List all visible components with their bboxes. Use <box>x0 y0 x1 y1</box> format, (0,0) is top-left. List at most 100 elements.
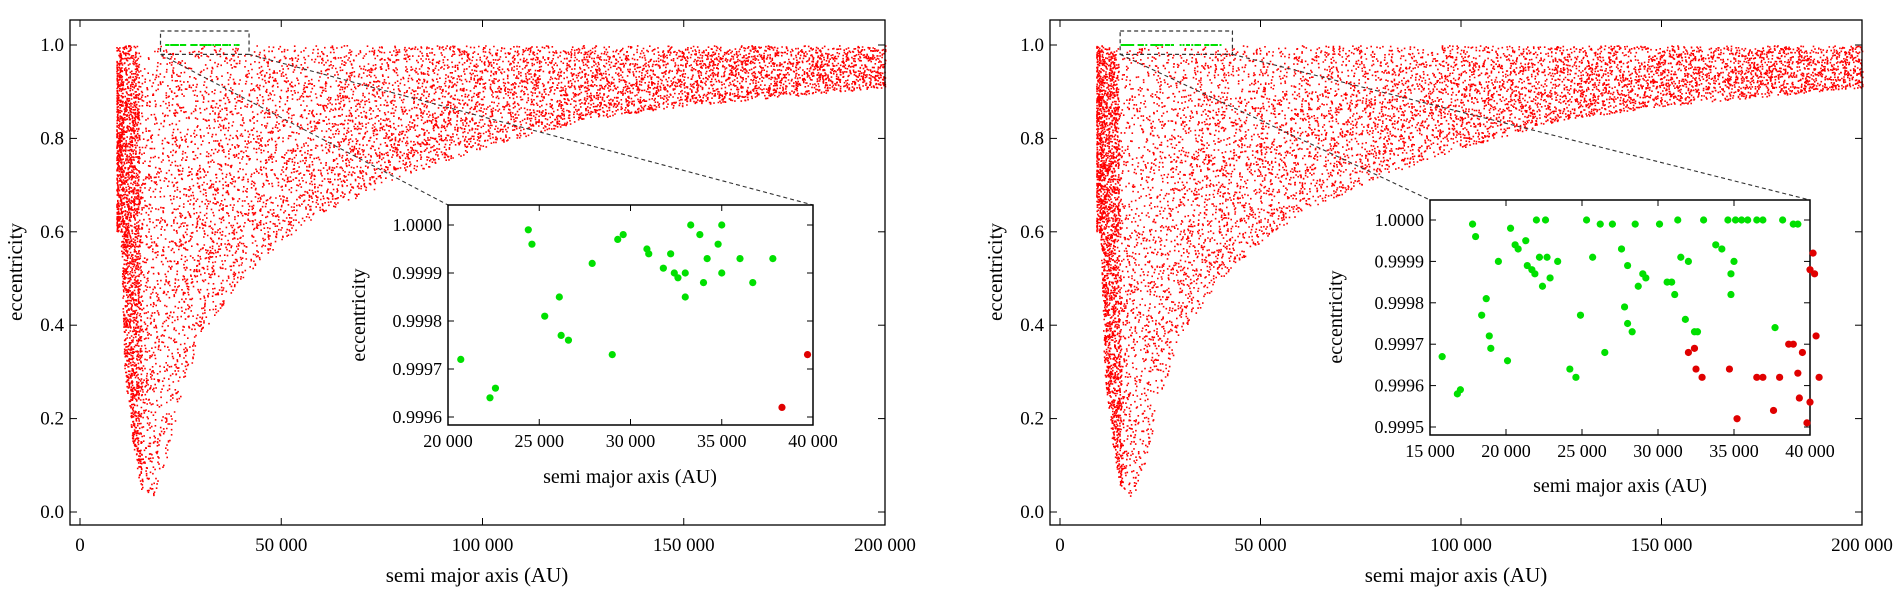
right-inset-xtick-label: 20 000 <box>1481 441 1531 461</box>
left-inset-xtick-label: 25 000 <box>515 431 565 451</box>
right-inset-point <box>1655 220 1664 228</box>
right-inset-point <box>1779 216 1787 224</box>
right-inset-point <box>1624 261 1632 270</box>
right-inset-point <box>1523 261 1531 270</box>
left-inset-point <box>491 384 500 392</box>
left-main-ytick-label: 1.0 <box>40 35 64 56</box>
right-inset-point <box>1803 419 1811 427</box>
left-inset-ytick-label: 0.9998 <box>393 311 443 331</box>
left-inset-point <box>524 226 532 234</box>
left-inset-points <box>457 221 812 411</box>
right-inset-xtick-label: 35 000 <box>1709 441 1759 461</box>
right-inset-point <box>1535 253 1544 261</box>
left-main-frame <box>69 19 886 526</box>
left-inset-ytick-label: 0.9999 <box>393 263 443 283</box>
left-panel: 0 50 000 100 000 150 000 200 000 0.0 0.2 0.4 0.6… <box>3 19 916 587</box>
right-inset-point <box>1438 353 1446 361</box>
right-inset-point <box>1620 303 1629 311</box>
left-zoom-rect <box>159 30 250 55</box>
left-inset-ticks: 20 000 25 000 30 000 35 000 40 000 0.9996 0.99… <box>393 205 838 451</box>
right-inset-ytick-label: 0.9999 <box>1375 251 1425 271</box>
left-inset-ytick-label: 1.0000 <box>393 215 443 235</box>
right-inset-point <box>1546 274 1554 282</box>
left-main-ytick-label: 0.6 <box>40 222 64 243</box>
right-inset-point <box>1815 373 1823 381</box>
left-inset-point <box>778 403 786 411</box>
right-inset-point <box>1730 257 1738 265</box>
left-inset-point <box>645 250 653 258</box>
right-inset-point <box>1628 328 1636 336</box>
right-inset-point <box>1794 369 1802 377</box>
left-inset-ytick-label: 0.9997 <box>393 359 443 379</box>
right-inset-point <box>1753 216 1761 224</box>
left-inset-point <box>555 293 563 301</box>
left-inset-point <box>674 274 682 282</box>
right-inset-point <box>1601 348 1609 357</box>
right-main-ylabel: eccentricity <box>983 223 1007 321</box>
right-inset-point <box>1674 216 1682 224</box>
right-zoom-rect <box>1119 30 1234 55</box>
left-main-green-strip <box>165 44 240 46</box>
left-main-xtick-label: 50 000 <box>255 535 307 556</box>
right-inset-point <box>1668 278 1676 286</box>
right-inset-point <box>1503 357 1512 365</box>
right-inset-point <box>1759 216 1767 224</box>
left-inset-point <box>696 231 704 239</box>
right-inset-point <box>1753 373 1761 381</box>
left-zoom-connector <box>248 53 814 206</box>
right-main-xlabel: semi major axis (AU) <box>1365 563 1548 587</box>
right-inset-point <box>1487 344 1495 352</box>
right-main-xtick-label: 50 000 <box>1234 535 1286 556</box>
right-inset-point <box>1485 332 1493 340</box>
right-main-green-strip <box>1120 44 1222 46</box>
right-inset-point <box>1698 373 1706 381</box>
left-inset-point <box>681 269 689 277</box>
right-main-ytick-label: 0.2 <box>1020 409 1044 430</box>
right-inset-xlabel: semi major axis (AU) <box>1533 475 1707 497</box>
right-inset-point <box>1543 253 1551 261</box>
left-main-xtick-label: 100 000 <box>452 535 514 556</box>
right-main-xtick-label: 200 000 <box>1831 535 1893 556</box>
left-inset-point <box>457 355 465 363</box>
right-inset-point <box>1759 373 1767 381</box>
right-zoom-connector <box>1119 53 1431 201</box>
left-inset-point <box>614 235 622 243</box>
right-inset-point <box>1596 220 1604 228</box>
right-inset-point <box>1681 315 1689 323</box>
right-inset-point <box>1478 311 1486 319</box>
right-inset-point <box>1727 270 1735 278</box>
right-main-frame <box>1049 19 1863 526</box>
right-inset-point <box>1725 365 1734 373</box>
left-inset-point <box>541 312 549 320</box>
right-inset-point <box>1771 324 1779 332</box>
left-inset-point <box>681 293 689 301</box>
left-main-xtick-label: 150 000 <box>653 535 715 556</box>
left-inset-xtick-label: 40 000 <box>788 431 838 451</box>
right-inset-ytick-label: 0.9996 <box>1375 376 1425 396</box>
right-inset: 15 000 20 000 25 000 30 000 35 000 40 000 0.99… <box>1325 199 1835 497</box>
right-inset-ytick-label: 0.9997 <box>1375 334 1425 354</box>
right-main-ytick-label: 1.0 <box>1020 35 1044 56</box>
right-inset-point <box>1468 220 1477 228</box>
right-inset-point <box>1738 216 1746 224</box>
right-inset-frame <box>1429 199 1811 436</box>
right-inset-point <box>1572 373 1580 381</box>
left-inset-point <box>736 255 744 263</box>
right-inset-xtick-label: 25 000 <box>1557 441 1607 461</box>
right-inset-point <box>1531 270 1539 278</box>
left-inset-xlabel: semi major axis (AU) <box>543 466 717 488</box>
left-main-ytick-label: 0.2 <box>40 409 64 430</box>
right-inset-ytick-label: 1.0000 <box>1375 210 1425 230</box>
right-panel: 0 50 000 100 000 150 000 200 000 0.0 0.2 0.4 0.6… <box>983 19 1893 587</box>
right-inset-point <box>1554 257 1562 265</box>
right-inset-point <box>1582 216 1591 224</box>
right-inset-ticks: 15 000 20 000 25 000 30 000 35 000 40 000 0.99… <box>1375 200 1835 461</box>
left-inset-point <box>749 279 757 287</box>
left-inset-point <box>703 255 711 263</box>
right-inset-point <box>1677 253 1685 261</box>
right-inset-xtick-label: 15 000 <box>1405 441 1455 461</box>
left-main-red-cloud <box>116 45 887 497</box>
right-main-xtick-label: 150 000 <box>1631 535 1693 556</box>
right-main-red-cloud <box>1096 45 1864 497</box>
